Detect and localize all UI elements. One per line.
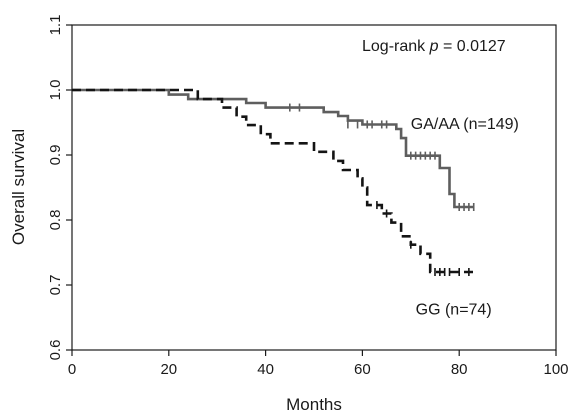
series-0	[72, 88, 475, 211]
logrank-annotation: Log-rank p = 0.0127	[362, 38, 506, 55]
y-tick-label: 0.6	[47, 340, 64, 361]
series-line	[72, 88, 474, 274]
y-tick-label: 1.1	[47, 15, 64, 36]
x-tick-label: 0	[68, 361, 76, 378]
plot-frame	[71, 24, 557, 351]
logrank-p: p	[429, 38, 439, 55]
y-tick-label: 0.7	[47, 275, 64, 296]
series-label: GA/AA (n=149)	[411, 116, 519, 133]
x-tick-label: 20	[160, 361, 177, 378]
logrank-value: = 0.0127	[439, 38, 506, 55]
x-axis-label: Months	[286, 395, 342, 414]
y-tick-label: 0.8	[47, 210, 64, 231]
logrank-prefix: Log-rank	[362, 38, 430, 55]
series-label: GG (n=74)	[416, 301, 492, 318]
series-layer	[72, 88, 475, 276]
series-line	[72, 88, 474, 209]
series-labels: GA/AA (n=149) GG (n=74)	[411, 116, 519, 318]
y-axis: 0.6 0.7 0.8 0.9 1.0 1.1	[47, 15, 72, 361]
y-tick-label: 0.9	[47, 145, 64, 166]
x-tick-label: 40	[257, 361, 274, 378]
x-axis: 0 20 40 60 80 100	[68, 350, 569, 378]
x-tick-label: 80	[451, 361, 468, 378]
y-tick-label: 1.0	[47, 80, 64, 101]
x-tick-label: 100	[543, 361, 568, 378]
y-axis-label: Overall survival	[9, 129, 28, 245]
series-1	[72, 88, 474, 276]
x-tick-label: 60	[354, 361, 371, 378]
